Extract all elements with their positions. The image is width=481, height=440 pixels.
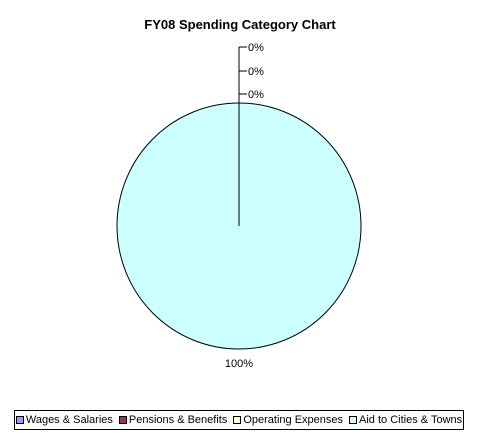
pie-slices bbox=[116, 102, 362, 350]
legend-label-operating-expenses: Operating Expenses bbox=[243, 414, 344, 426]
legend-label-aid-to-cities-towns: Aid to Cities & Towns bbox=[359, 414, 463, 426]
chart-title: FY08 Spending Category Chart bbox=[144, 17, 336, 32]
legend-swatch-operating-expenses bbox=[233, 416, 242, 424]
legend-label-pensions-benefits: Pensions & Benefits bbox=[128, 414, 228, 426]
data-label-pensions-benefits: 0% bbox=[248, 66, 264, 78]
legend-item-aid-to-cities-towns: Aid to Cities & Towns bbox=[349, 414, 462, 426]
legend-item-wages-salaries: Wages & Salaries bbox=[15, 414, 113, 426]
legend: Wages & Salaries Pensions & Benefits Opera… bbox=[14, 410, 464, 430]
legend-item-operating-expenses: Operating Expenses bbox=[233, 414, 343, 426]
legend-swatch-pensions-benefits bbox=[118, 416, 127, 424]
legend-item-pensions-benefits: Pensions & Benefits bbox=[118, 414, 228, 426]
data-label-wages-salaries: 0% bbox=[248, 42, 264, 54]
legend-swatch-wages-salaries bbox=[15, 416, 24, 424]
slice-labels: 0% 0% 0% 100% bbox=[225, 42, 264, 370]
data-label-aid-to-cities-towns: 100% bbox=[225, 358, 253, 370]
legend-swatch-aid-to-cities-towns bbox=[349, 416, 358, 424]
leader-lines bbox=[238, 46, 247, 103]
legend-label-wages-salaries: Wages & Salaries bbox=[25, 414, 113, 426]
data-label-operating-expenses: 0% bbox=[248, 89, 264, 101]
